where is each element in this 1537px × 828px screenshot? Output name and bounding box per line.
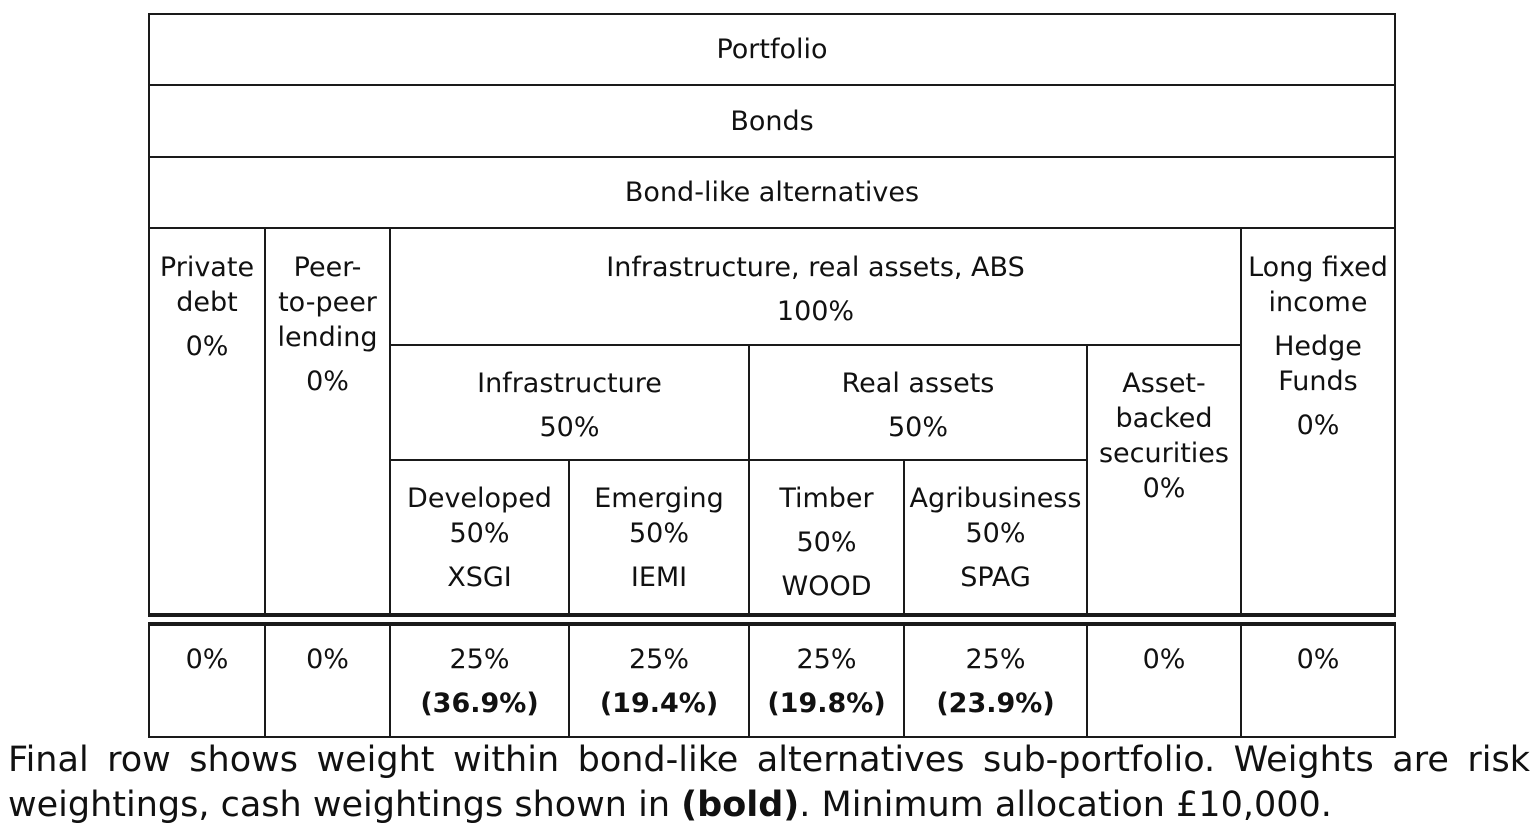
abs-weight: 0%: [1142, 473, 1186, 504]
final-private-debt-weight: 0%: [185, 644, 229, 675]
final-developed-risk: 25%: [449, 644, 510, 675]
developed-label: Developed: [407, 483, 552, 514]
real-assets-cell: Real assets 50%: [748, 344, 1088, 461]
emerging-cell: Emerging 50% IEMI: [568, 459, 750, 616]
final-agribusiness-risk: 25%: [965, 644, 1026, 675]
hedge-funds-label-line2: Funds: [1278, 366, 1358, 397]
infrastructure-weight: 50%: [539, 412, 600, 443]
private-debt-cell: Private debt 0%: [148, 227, 266, 616]
asset-backed-securities-cell: Asset- backed securities 0%: [1086, 344, 1242, 616]
developed-ticker: XSGI: [447, 562, 512, 593]
developed-weight: 50%: [449, 518, 510, 549]
final-emerging-risk: 25%: [628, 644, 689, 675]
peer-to-peer-label-line3: lending: [277, 322, 378, 353]
portfolio-row: Portfolio: [148, 13, 1396, 86]
final-abs-weight: 0%: [1142, 644, 1186, 675]
abs-label-line2: backed: [1115, 403, 1213, 434]
caption-bold-text: (bold): [681, 785, 800, 825]
final-developed-cash: (36.9%): [420, 688, 539, 719]
final-private-debt-cell: 0%: [148, 624, 266, 738]
private-debt-weight: 0%: [185, 331, 229, 362]
final-peer-to-peer-weight: 0%: [306, 644, 349, 675]
abs-label-line3: securities: [1098, 438, 1229, 469]
infrastructure-label: Infrastructure: [477, 368, 662, 399]
caption-text-part1: Final row shows weight within bond-like …: [8, 740, 1530, 825]
final-timber-cash: (19.8%): [767, 688, 886, 719]
final-timber-cell: 25% (19.8%): [748, 624, 905, 738]
final-abs-cell: 0%: [1086, 624, 1242, 738]
final-agribusiness-cash: (23.9%): [936, 688, 1055, 719]
agribusiness-ticker: SPAG: [960, 562, 1031, 593]
final-agribusiness-cell: 25% (23.9%): [903, 624, 1088, 738]
infra-real-abs-cell: Infrastructure, real assets, ABS 100%: [389, 227, 1242, 346]
real-assets-label: Real assets: [841, 368, 995, 399]
hedge-funds-label-line1: Hedge: [1274, 331, 1362, 362]
timber-label: Timber: [779, 483, 874, 514]
caption-text-part2: . Minimum allocation £10,000.: [799, 785, 1332, 825]
emerging-label: Emerging: [594, 483, 724, 514]
final-long-fixed-cell: 0%: [1240, 624, 1396, 738]
developed-cell: Developed 50% XSGI: [389, 459, 570, 616]
bonds-label: Bonds: [730, 105, 814, 137]
infrastructure-cell: Infrastructure 50%: [389, 344, 750, 461]
emerging-weight: 50%: [628, 518, 689, 549]
abs-label-line1: Asset-: [1122, 368, 1206, 399]
long-fixed-weight: 0%: [1296, 410, 1340, 441]
bond-like-alternatives-row: Bond-like alternatives: [148, 156, 1396, 229]
agribusiness-label: Agribusiness: [909, 483, 1082, 514]
final-peer-to-peer-cell: 0%: [264, 624, 391, 738]
peer-to-peer-label-line1: Peer-: [293, 252, 362, 283]
bonds-row: Bonds: [148, 84, 1396, 158]
infra-real-abs-weight: 100%: [776, 296, 855, 327]
timber-cell: Timber 50% WOOD: [748, 459, 905, 616]
double-separator-top: [148, 613, 1396, 617]
private-debt-label-line2: debt: [176, 287, 238, 318]
long-fixed-label-line1: Long fixed: [1248, 252, 1388, 283]
timber-weight: 50%: [796, 527, 857, 558]
caption: Final row shows weight within bond-like …: [8, 738, 1530, 828]
bond-like-alternatives-label: Bond-like alternatives: [624, 177, 920, 208]
peer-to-peer-label-line2: to-peer: [278, 287, 377, 318]
peer-to-peer-weight: 0%: [306, 366, 349, 397]
long-fixed-label-line2: income: [1268, 287, 1368, 318]
private-debt-label-line1: Private: [159, 252, 255, 283]
infra-real-abs-label: Infrastructure, real assets, ABS: [606, 252, 1025, 283]
final-emerging-cell: 25% (19.4%): [568, 624, 750, 738]
long-fixed-income-cell: Long fixed income Hedge Funds 0%: [1240, 227, 1396, 616]
final-long-fixed-weight: 0%: [1296, 644, 1340, 675]
emerging-ticker: IEMI: [630, 562, 688, 593]
final-emerging-cash: (19.4%): [599, 688, 719, 719]
final-timber-risk: 25%: [796, 644, 857, 675]
real-assets-weight: 50%: [887, 412, 948, 443]
agribusiness-cell: Agribusiness 50% SPAG: [903, 459, 1088, 616]
portfolio-label: Portfolio: [716, 34, 828, 65]
final-developed-cell: 25% (36.9%): [389, 624, 570, 738]
agribusiness-weight: 50%: [965, 518, 1026, 549]
peer-to-peer-cell: Peer- to-peer lending 0%: [264, 227, 391, 616]
timber-ticker: WOOD: [781, 571, 872, 602]
